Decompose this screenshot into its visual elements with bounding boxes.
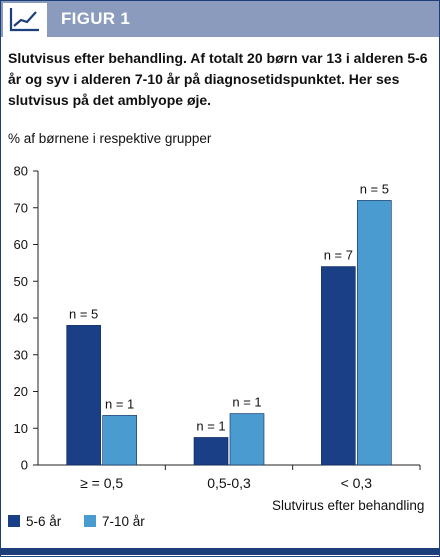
y-tick-label: 20	[14, 384, 28, 399]
bar-label: n = 1	[105, 396, 134, 411]
legend-item-5-6: 5-6 år	[8, 514, 61, 529]
bar	[193, 437, 229, 466]
bar	[66, 325, 101, 466]
bar-label: n = 1	[196, 418, 225, 433]
x-axis-label: Slutvirus efter behandling	[272, 498, 425, 513]
bar-label: n = 5	[69, 306, 98, 321]
y-tick-label: 10	[14, 421, 28, 436]
y-tick-label: 40	[14, 311, 28, 326]
bar	[321, 266, 356, 466]
legend-swatch-dark	[8, 515, 20, 527]
legend-item-7-10: 7-10 år	[84, 514, 145, 529]
bottom-rule	[1, 548, 439, 555]
y-tick-label: 60	[14, 237, 28, 252]
bar	[357, 200, 392, 466]
figure-caption: Slutvisus efter behandling. Af totalt 20…	[8, 50, 428, 108]
legend-swatch-light	[84, 515, 96, 527]
bar	[102, 415, 137, 466]
x-category-label: 0,5-0,3	[207, 475, 251, 491]
x-category-label: < 0,3	[341, 475, 373, 491]
y-tick-label: 50	[14, 274, 28, 289]
x-category-label: ≥ = 0,5	[80, 475, 123, 491]
figure-header: FIGUR 1	[1, 1, 439, 37]
chart-icon-box	[3, 3, 47, 37]
y-tick-label: 30	[14, 347, 28, 362]
legend-label-7-10: 7-10 år	[102, 514, 145, 529]
legend-label-5-6: 5-6 år	[26, 514, 62, 529]
line-chart-icon	[9, 8, 39, 32]
bar-label: n = 5	[360, 181, 389, 196]
bar-label: n = 1	[232, 395, 261, 410]
bar-label: n = 7	[324, 248, 353, 263]
figure-title: FIGUR 1	[61, 9, 131, 28]
y-tick-label: 70	[14, 200, 28, 215]
y-tick-label: 80	[14, 164, 28, 179]
y-tick-label: 0	[21, 458, 28, 473]
bar	[229, 413, 265, 466]
y-axis-label: % af børnene i respektive grupper	[8, 131, 212, 146]
